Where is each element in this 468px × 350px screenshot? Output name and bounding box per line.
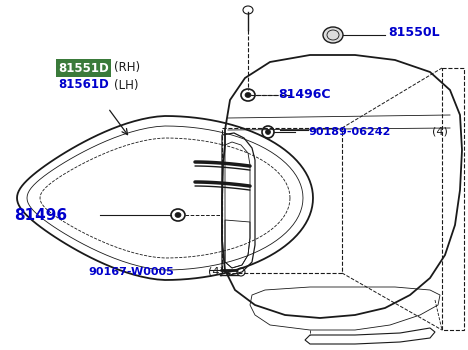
Text: (4): (4) [432,127,448,137]
Text: 81561D: 81561D [58,78,109,91]
Text: (4): (4) [208,267,224,277]
Text: 81496: 81496 [14,208,67,223]
Text: (LH): (LH) [114,78,139,91]
Text: 90189-06242: 90189-06242 [308,127,390,137]
Text: 81496C: 81496C [278,89,330,101]
Text: 81551D: 81551D [58,62,109,75]
Ellipse shape [175,212,181,217]
Text: 90167-W0005: 90167-W0005 [88,267,174,277]
Text: 81550L: 81550L [388,26,439,38]
Ellipse shape [265,130,271,134]
Text: (RH): (RH) [114,62,140,75]
Ellipse shape [323,27,343,43]
Ellipse shape [245,92,251,98]
Bar [442,68,464,330]
Bar [222,128,342,273]
